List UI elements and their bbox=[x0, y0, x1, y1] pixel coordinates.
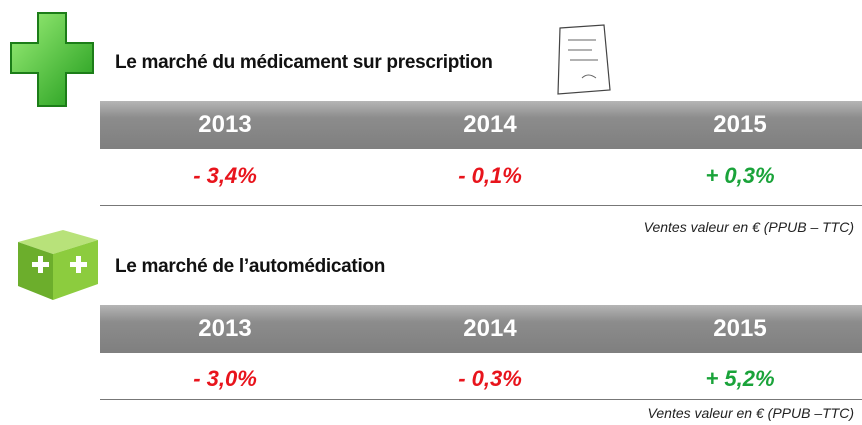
growth-value: - 0,3% bbox=[458, 366, 522, 391]
year-header: 2013 bbox=[198, 315, 252, 342]
growth-value: - 0,1% bbox=[458, 163, 522, 188]
year-header: 2013 bbox=[198, 111, 252, 138]
cross-icon bbox=[10, 12, 94, 107]
growth-value: + 0,3% bbox=[705, 163, 775, 188]
source-note: Ventes valeur en € (PPUB – TTC) bbox=[643, 219, 854, 235]
section-title: Le marché du médicament sur prescription bbox=[115, 52, 493, 73]
prescription-icon bbox=[557, 24, 611, 95]
year-header: 2015 bbox=[713, 315, 767, 342]
table-rule bbox=[100, 205, 862, 206]
year-header: 2014 bbox=[463, 315, 517, 342]
growth-value: - 3,4% bbox=[193, 163, 257, 188]
growth-value: - 3,0% bbox=[193, 366, 257, 391]
table-header: 2013 2014 2015 bbox=[100, 101, 862, 149]
cube-icon bbox=[18, 230, 98, 300]
year-header: 2015 bbox=[713, 111, 767, 138]
source-note: Ventes valeur en € (PPUB –TTC) bbox=[647, 405, 854, 421]
table-rule bbox=[100, 399, 862, 400]
section-title: Le marché de l’automédication bbox=[115, 256, 386, 277]
table-header: 2013 2014 2015 bbox=[100, 305, 862, 353]
growth-value: + 5,2% bbox=[705, 366, 775, 391]
year-header: 2014 bbox=[463, 111, 517, 138]
